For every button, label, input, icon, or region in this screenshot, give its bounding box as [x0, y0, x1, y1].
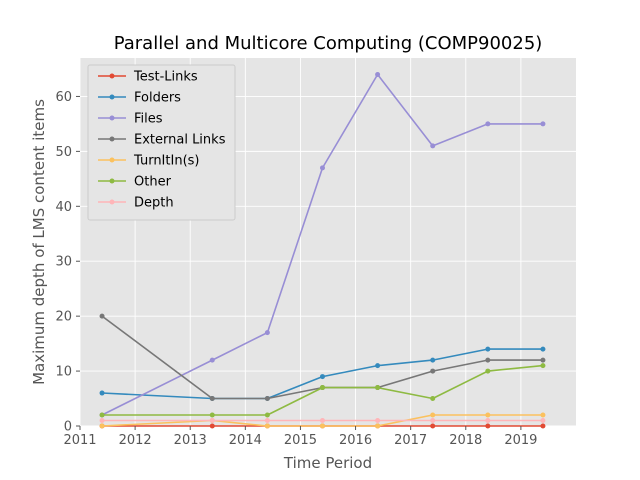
y-axis-ticks: 0 10 20 30 40 50 60	[55, 90, 80, 435]
data-point-depth	[485, 418, 491, 424]
data-point-external-links	[99, 313, 105, 319]
data-point-folders	[430, 357, 436, 363]
legend-item-test-links: Test-Links	[98, 70, 198, 85]
legend-label: Depth	[134, 196, 174, 211]
data-point-other	[209, 412, 215, 418]
series-line-turnitin-s	[101, 414, 543, 427]
y-tick-label: 0	[64, 420, 72, 435]
legend-marker	[109, 94, 115, 100]
data-point-depth	[209, 418, 215, 424]
series-depth	[99, 418, 546, 424]
legend-label: TurnItIn(s)	[133, 154, 199, 169]
data-point-folders	[540, 346, 546, 352]
data-point-files	[485, 121, 491, 127]
legend-marker	[109, 136, 115, 142]
data-point-other	[264, 412, 270, 418]
data-point-other	[375, 385, 381, 391]
legend-marker	[109, 157, 115, 163]
data-point-depth	[430, 418, 436, 424]
data-point-files	[430, 143, 436, 149]
legend-item-other: Other	[98, 175, 172, 190]
y-tick-label: 50	[55, 145, 72, 160]
data-point-folders	[375, 363, 381, 369]
legend-item-files: Files	[98, 112, 163, 127]
data-point-other	[540, 363, 546, 369]
x-axis-ticks: 2011 2012 2013 2014 2015 2016 2017 2018 2019	[63, 426, 537, 448]
data-point-test-links	[430, 423, 436, 429]
x-tick-label: 2019	[504, 433, 537, 448]
x-tick-label: 2017	[394, 433, 427, 448]
data-point-files	[209, 357, 215, 363]
data-point-test-links	[209, 423, 215, 429]
data-point-depth	[540, 418, 546, 424]
data-point-external-links	[485, 357, 491, 363]
x-tick-label: 2016	[339, 433, 372, 448]
legend-label: Test-Links	[133, 70, 198, 85]
x-tick-label: 2013	[174, 433, 207, 448]
series-line-files	[101, 73, 543, 416]
y-tick-label: 20	[55, 310, 72, 325]
legend-item-folders: Folders	[98, 91, 181, 106]
data-point-depth	[375, 418, 381, 424]
legend-label: Files	[134, 112, 163, 127]
data-point-other	[99, 412, 105, 418]
data-point-turnitin-s	[319, 423, 325, 429]
data-point-turnitin-s	[375, 423, 381, 429]
data-point-files	[540, 121, 546, 127]
data-point-files	[319, 165, 325, 171]
x-tick-label: 2015	[284, 433, 317, 448]
series-line-other	[102, 364, 543, 416]
x-tick-label: 2018	[449, 433, 482, 448]
series-other	[99, 363, 546, 418]
data-point-depth	[264, 418, 270, 424]
x-tick-label: 2014	[229, 433, 262, 448]
y-tick-label: 10	[55, 365, 72, 380]
series-turnitin-s	[99, 412, 546, 429]
legend-label: Folders	[134, 91, 181, 106]
data-point-files	[264, 330, 270, 336]
x-tick-label: 2012	[119, 433, 152, 448]
y-tick-label: 30	[55, 255, 72, 270]
data-point-external-links	[209, 396, 215, 402]
data-point-turnitin-s	[99, 423, 105, 429]
legend-item-external-links: External Links	[98, 133, 226, 148]
data-point-turnitin-s	[430, 412, 436, 418]
data-point-other	[430, 396, 436, 402]
data-point-depth	[99, 418, 105, 424]
chart-title: Parallel and Multicore Computing (COMP90…	[114, 33, 543, 54]
x-axis-title: Time Period	[283, 454, 372, 472]
data-point-turnitin-s	[540, 412, 546, 418]
data-point-folders	[485, 346, 491, 352]
y-tick-label: 40	[55, 200, 72, 215]
legend-item-turnitin-s: TurnItIn(s)	[98, 154, 199, 169]
legend-item-depth: Depth	[98, 196, 174, 211]
series-lines	[99, 71, 546, 429]
x-tick-label: 2011	[63, 433, 96, 448]
legend-marker	[109, 73, 115, 79]
data-point-external-links	[264, 396, 270, 402]
legend-marker	[109, 115, 115, 121]
data-point-external-links	[540, 357, 546, 363]
data-point-folders	[99, 390, 105, 396]
legend-label: Other	[134, 175, 172, 190]
data-point-turnitin-s	[264, 423, 270, 429]
data-point-external-links	[430, 368, 436, 374]
data-point-other	[485, 368, 491, 374]
data-point-test-links	[485, 423, 491, 429]
data-point-other	[319, 385, 325, 391]
legend-marker	[109, 178, 115, 184]
legend-label: External Links	[134, 133, 226, 148]
legend-marker	[109, 199, 115, 205]
data-point-test-links	[540, 423, 546, 429]
legend: Test-Links Folders Files External Links Turn…	[87, 64, 236, 221]
data-point-files	[375, 71, 381, 77]
y-tick-label: 60	[55, 90, 72, 105]
data-point-depth	[319, 418, 325, 424]
y-axis-title: Maximum depth of LMS content items	[30, 99, 48, 385]
data-point-folders	[319, 374, 325, 380]
data-point-turnitin-s	[485, 412, 491, 418]
